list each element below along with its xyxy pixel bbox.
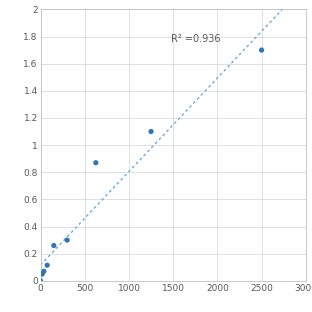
Point bbox=[149, 129, 154, 134]
Point bbox=[45, 263, 50, 268]
Point bbox=[41, 269, 46, 274]
Point bbox=[93, 160, 98, 165]
Point bbox=[65, 238, 70, 243]
Point bbox=[38, 278, 43, 283]
Point bbox=[259, 48, 264, 53]
Point bbox=[40, 271, 45, 276]
Point bbox=[51, 243, 56, 248]
Text: R² =0.936: R² =0.936 bbox=[171, 34, 221, 44]
